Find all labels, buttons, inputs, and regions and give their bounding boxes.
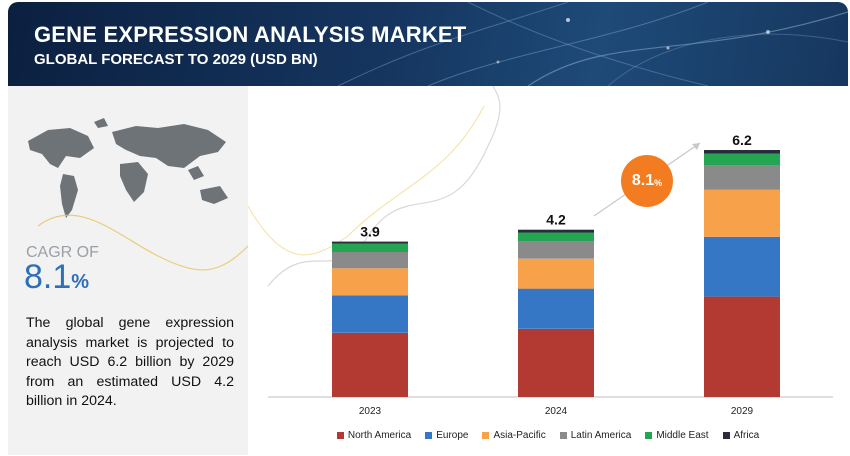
legend-item: Asia-Pacific [482,427,546,443]
bar-segment-africa [332,241,408,244]
chart-legend: North America Europe Asia-Pacific Latin Ame… [248,427,848,443]
bar-segment-north-america [704,296,780,397]
header-decoration [337,2,848,86]
legend-label: North America [347,429,412,441]
bar-segment-latin-america [332,252,408,269]
world-map-icon [28,118,228,218]
trend-decoration-line [267,86,501,287]
bar-segment-europe [518,288,594,329]
cagr-label: CAGR OF [26,244,99,261]
bar-segment-asia-pacific [518,258,594,289]
header-banner: GENE EXPRESSION ANALYSIS MARKET GLOBAL F… [8,2,848,86]
left-panel [8,86,248,455]
legend-swatch [722,431,730,439]
legend-item: Middle East [645,427,709,443]
cagr-percent-sign: % [71,271,90,293]
legend-swatch [645,431,653,439]
stacked-bar-chart: 3.9 2023 4.2 2024 6.2 2029 [248,86,833,417]
chart-panel: 3.9 2023 4.2 2024 6.2 2029 North America Europ… [248,86,848,455]
legend-label: Africa [733,429,760,441]
bar-segment-latin-america [704,165,780,190]
legend-swatch [425,431,433,439]
bar-segment-middle-east [518,232,594,242]
badge-value: 8.1 [631,172,655,189]
legend-label: Latin America [570,429,632,441]
badge-percent-sign: % [654,178,663,188]
bar-segment-africa [518,229,594,233]
legend-label: Middle East [656,429,709,441]
market-summary: The global gene expression analysis mark… [26,315,234,409]
bar-segment-asia-pacific [332,268,408,296]
legend-swatch [336,431,344,439]
bar-segment-north-america [518,328,594,397]
bar-segment-africa [704,150,780,154]
decorative-wave [37,214,248,271]
bar-total-label: 3.9 [360,224,380,240]
legend-label: Asia-Pacific [493,429,546,441]
bar-segment-north-america [332,332,408,397]
legend-swatch [559,431,567,439]
cagr-badge: 8.1% [621,155,673,207]
cagr-number: 8.1 [24,258,72,296]
page-title: GENE EXPRESSION ANALYSIS MARKET [34,22,467,47]
trend-decoration-line [248,105,485,256]
legend-item: Latin America [559,427,632,443]
legend-item: Europe [425,427,468,443]
legend-item: North America [336,427,412,443]
bar-segment-middle-east [332,243,408,252]
bar-segment-middle-east [704,153,780,166]
cagr-value: 8.1% [24,258,89,297]
legend-item: Africa [722,427,760,443]
legend-label: Europe [436,429,469,441]
bar-total-label: 4.2 [546,212,566,228]
bar-segment-latin-america [518,241,594,259]
bar-total-label: 6.2 [732,132,752,148]
x-tick-label: 2023 [359,406,382,417]
bar-segment-asia-pacific [704,189,780,237]
page-subtitle: GLOBAL FORECAST TO 2029 (USD BN) [34,51,318,68]
legend-swatch [482,431,490,439]
growth-arrow-head [692,143,700,150]
x-tick-label: 2024 [545,406,568,417]
x-tick-label: 2029 [731,406,754,417]
bar-segment-europe [332,295,408,333]
bar-segment-europe [704,236,780,297]
